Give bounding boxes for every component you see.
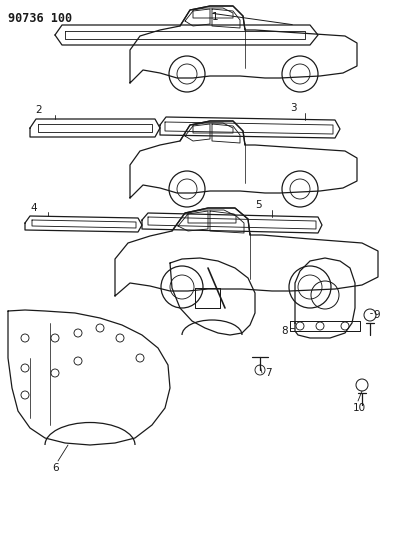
Text: 7: 7 [265, 368, 272, 378]
Text: 90736 100: 90736 100 [8, 12, 72, 25]
Text: 1: 1 [212, 12, 219, 22]
Text: 3: 3 [290, 103, 297, 113]
Text: 6: 6 [52, 463, 59, 473]
Text: 5: 5 [255, 200, 262, 210]
Text: 9: 9 [373, 310, 380, 320]
Text: 2: 2 [35, 105, 42, 115]
Text: 8: 8 [281, 326, 288, 336]
Text: 4: 4 [30, 203, 37, 213]
Text: 10: 10 [353, 403, 366, 413]
